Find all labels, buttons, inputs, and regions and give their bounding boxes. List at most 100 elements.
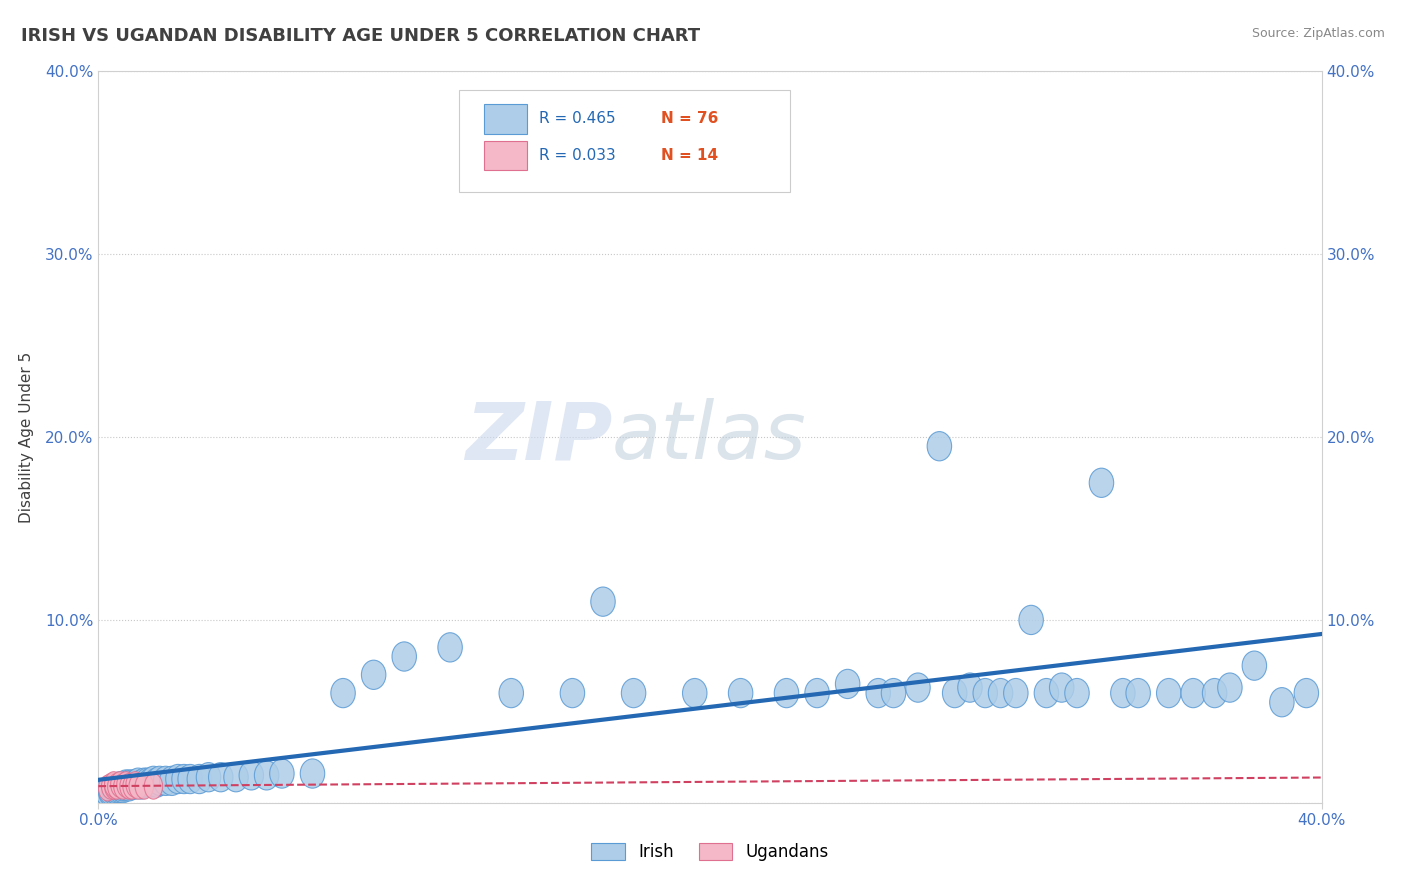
Ellipse shape: [682, 679, 707, 707]
Ellipse shape: [1090, 468, 1114, 498]
Ellipse shape: [905, 673, 931, 702]
Ellipse shape: [127, 772, 145, 797]
FancyBboxPatch shape: [460, 90, 790, 192]
Ellipse shape: [101, 773, 127, 803]
Ellipse shape: [927, 432, 952, 461]
Ellipse shape: [114, 770, 138, 799]
Ellipse shape: [93, 779, 117, 808]
Ellipse shape: [973, 679, 997, 707]
Ellipse shape: [117, 770, 141, 799]
Ellipse shape: [114, 773, 132, 799]
FancyBboxPatch shape: [484, 141, 526, 170]
Ellipse shape: [560, 679, 585, 707]
Ellipse shape: [197, 763, 221, 792]
Ellipse shape: [1181, 679, 1205, 707]
Ellipse shape: [988, 679, 1012, 707]
Ellipse shape: [179, 764, 202, 794]
Ellipse shape: [1019, 606, 1043, 634]
Ellipse shape: [117, 772, 135, 797]
Text: ZIP: ZIP: [465, 398, 612, 476]
Ellipse shape: [129, 773, 148, 799]
Ellipse shape: [104, 773, 122, 799]
Ellipse shape: [96, 777, 120, 806]
Ellipse shape: [1064, 679, 1090, 707]
Text: N = 14: N = 14: [661, 148, 718, 163]
Ellipse shape: [104, 775, 129, 805]
Text: R = 0.033: R = 0.033: [538, 148, 616, 163]
Ellipse shape: [108, 773, 127, 799]
Ellipse shape: [621, 679, 645, 707]
Ellipse shape: [122, 770, 148, 799]
Ellipse shape: [775, 679, 799, 707]
Ellipse shape: [728, 679, 752, 707]
Ellipse shape: [224, 763, 249, 792]
Ellipse shape: [1126, 679, 1150, 707]
FancyBboxPatch shape: [484, 104, 526, 134]
Ellipse shape: [129, 770, 153, 799]
Legend: Irish, Ugandans: Irish, Ugandans: [585, 836, 835, 868]
Ellipse shape: [108, 773, 132, 803]
Text: atlas: atlas: [612, 398, 807, 476]
Ellipse shape: [101, 775, 127, 805]
Ellipse shape: [141, 766, 166, 796]
Ellipse shape: [882, 679, 905, 707]
Ellipse shape: [499, 679, 523, 707]
Ellipse shape: [108, 772, 132, 801]
Ellipse shape: [591, 587, 616, 616]
Ellipse shape: [437, 632, 463, 662]
Y-axis label: Disability Age Under 5: Disability Age Under 5: [18, 351, 34, 523]
Ellipse shape: [98, 775, 122, 805]
Ellipse shape: [120, 770, 145, 799]
Ellipse shape: [866, 679, 890, 707]
Ellipse shape: [135, 773, 153, 799]
Ellipse shape: [957, 673, 983, 702]
Ellipse shape: [101, 773, 120, 799]
Ellipse shape: [114, 772, 138, 801]
Ellipse shape: [104, 773, 129, 803]
Ellipse shape: [942, 679, 967, 707]
Ellipse shape: [270, 759, 294, 789]
Ellipse shape: [172, 764, 197, 794]
Ellipse shape: [127, 768, 150, 797]
Text: R = 0.465: R = 0.465: [538, 112, 616, 127]
Text: IRISH VS UGANDAN DISABILITY AGE UNDER 5 CORRELATION CHART: IRISH VS UGANDAN DISABILITY AGE UNDER 5 …: [21, 27, 700, 45]
Ellipse shape: [111, 772, 135, 801]
Ellipse shape: [166, 764, 190, 794]
Ellipse shape: [254, 761, 278, 790]
Ellipse shape: [104, 772, 122, 797]
Ellipse shape: [301, 759, 325, 789]
Ellipse shape: [120, 773, 138, 799]
Ellipse shape: [111, 773, 135, 803]
Ellipse shape: [835, 669, 860, 698]
Ellipse shape: [1035, 679, 1059, 707]
Ellipse shape: [392, 642, 416, 671]
Ellipse shape: [361, 660, 385, 690]
Ellipse shape: [1294, 679, 1319, 707]
Ellipse shape: [135, 768, 160, 797]
Ellipse shape: [160, 766, 184, 796]
Ellipse shape: [1004, 679, 1028, 707]
Ellipse shape: [117, 772, 141, 801]
Ellipse shape: [148, 766, 172, 796]
Ellipse shape: [804, 679, 830, 707]
Ellipse shape: [153, 766, 179, 796]
Ellipse shape: [239, 761, 263, 790]
Ellipse shape: [208, 763, 233, 792]
Ellipse shape: [138, 768, 163, 797]
Ellipse shape: [187, 764, 211, 794]
Ellipse shape: [330, 679, 356, 707]
Ellipse shape: [1049, 673, 1074, 702]
Ellipse shape: [98, 775, 117, 801]
Ellipse shape: [145, 773, 163, 799]
Ellipse shape: [1111, 679, 1135, 707]
Ellipse shape: [1202, 679, 1227, 707]
Ellipse shape: [89, 779, 114, 808]
Text: N = 76: N = 76: [661, 112, 718, 127]
Ellipse shape: [145, 768, 169, 797]
Text: Source: ZipAtlas.com: Source: ZipAtlas.com: [1251, 27, 1385, 40]
Ellipse shape: [132, 768, 156, 797]
Ellipse shape: [1157, 679, 1181, 707]
Ellipse shape: [98, 777, 122, 806]
Ellipse shape: [1218, 673, 1241, 702]
Ellipse shape: [122, 773, 141, 799]
